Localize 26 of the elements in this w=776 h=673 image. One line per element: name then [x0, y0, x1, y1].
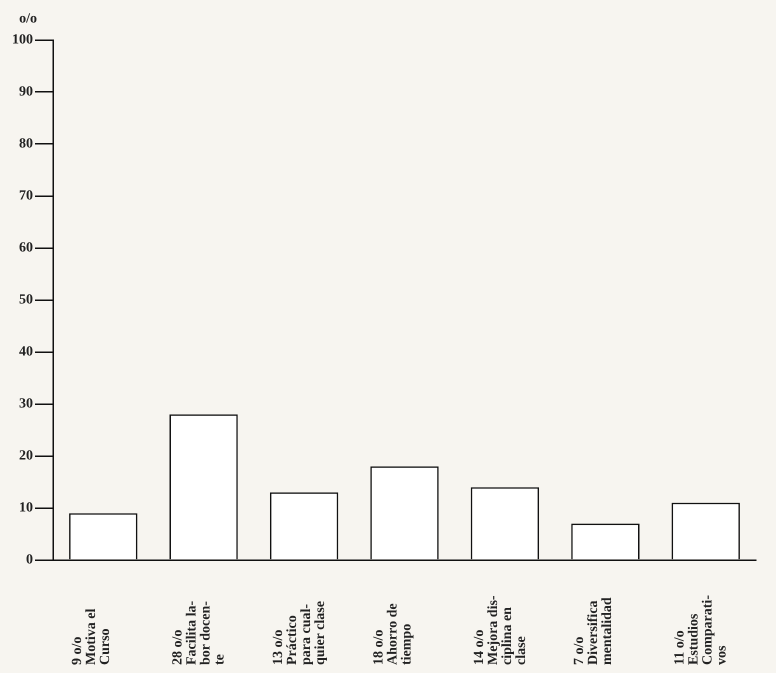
x-tick-label: Práctico para cual- quier clase	[284, 601, 328, 665]
data-label: 7 o/o	[572, 636, 588, 665]
y-tick-label: 0	[26, 552, 33, 568]
data-label: 13 o/o	[270, 630, 286, 665]
x-tick-label: Facilita la- bor docen- te	[184, 600, 228, 665]
x-tick-label: Mejora dis- ciplina en clase	[486, 595, 529, 665]
y-tick-label: 30	[19, 396, 33, 412]
y-axis-title: o/o	[19, 12, 37, 27]
data-label: 9 o/o	[70, 636, 86, 665]
data-label: 11 o/o	[672, 630, 688, 665]
y-tick-label: 70	[19, 188, 33, 204]
y-tick-label: 40	[19, 344, 33, 360]
data-label: 18 o/o	[371, 630, 386, 665]
y-tick-label: 10	[19, 500, 33, 516]
x-tick-label: Ahorro de tiempo	[385, 603, 414, 665]
data-label: 14 o/o	[472, 630, 487, 665]
y-tick-label: 90	[19, 84, 33, 100]
x-tick-label: Motiva el Curso	[84, 608, 114, 665]
x-tick-label: Estudios Comparati- vos	[686, 594, 730, 665]
x-tick-label: Diversifica mentalidad	[586, 597, 616, 665]
y-tick-label: 50	[19, 292, 33, 308]
y-tick-label: 100	[12, 32, 33, 48]
y-tick-label: 20	[19, 448, 33, 464]
y-tick-label: 80	[19, 136, 33, 152]
y-tick-label: 60	[19, 240, 33, 256]
data-label: 28 o/o	[170, 630, 186, 665]
